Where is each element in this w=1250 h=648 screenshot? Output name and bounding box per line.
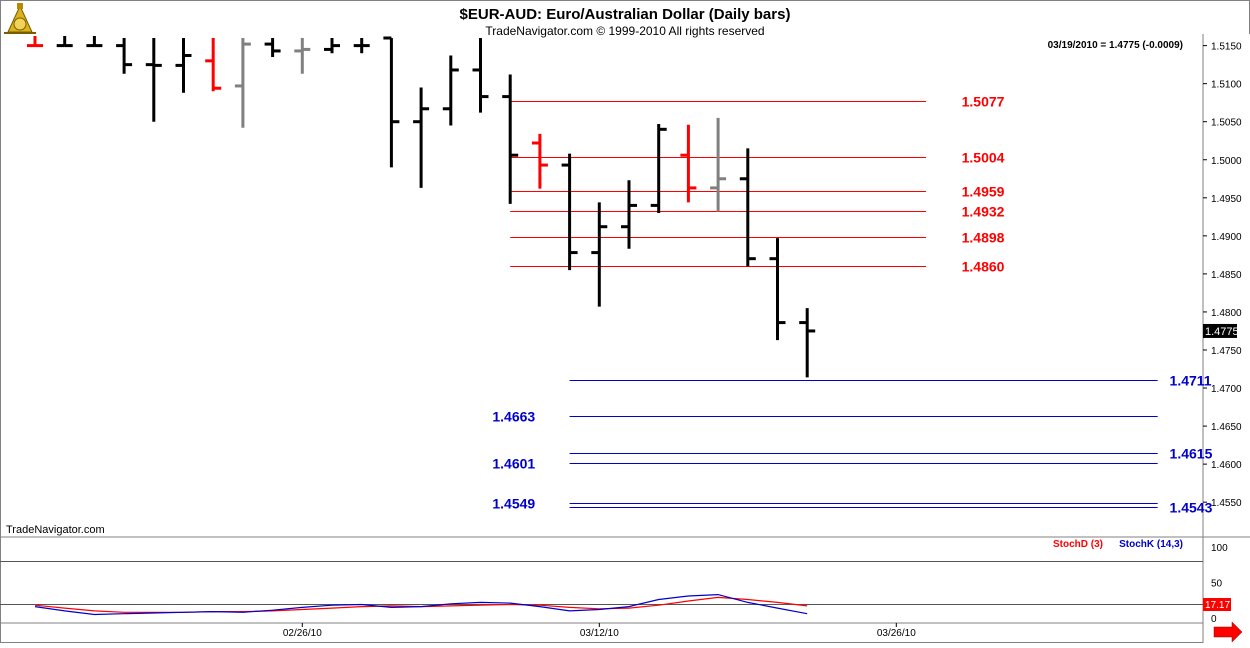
price-tick-label: 1.4800 bbox=[1211, 308, 1242, 319]
sextant-icon bbox=[4, 3, 36, 34]
ohlc-bar bbox=[680, 124, 697, 203]
price-tick-label: 1.4950 bbox=[1211, 194, 1242, 205]
ohlc-bar bbox=[324, 38, 340, 54]
date-tick-label: 02/26/10 bbox=[283, 628, 322, 639]
ohlc-bar bbox=[650, 123, 667, 214]
ohlc-bar bbox=[145, 38, 162, 122]
copyright-text: TradeNavigator.com © 1999-2010 All right… bbox=[485, 24, 764, 38]
price-tick-label: 1.4650 bbox=[1211, 422, 1242, 433]
price-bars bbox=[27, 36, 816, 378]
date-tick-label: 03/26/10 bbox=[877, 628, 916, 639]
ohlc-bar bbox=[116, 38, 133, 74]
ohlc-bar bbox=[561, 153, 578, 271]
level-label: 1.4601 bbox=[492, 456, 535, 472]
level-label: 1.5077 bbox=[962, 94, 1005, 110]
price-tick-label: 1.4550 bbox=[1211, 498, 1242, 509]
level-label: 1.4663 bbox=[492, 409, 535, 425]
level-label: 1.4543 bbox=[1170, 500, 1213, 516]
ohlc-bar bbox=[27, 36, 43, 48]
ohlc-bar bbox=[531, 133, 548, 189]
ohlc-bar bbox=[739, 148, 756, 267]
level-label: 1.4711 bbox=[1170, 373, 1212, 389]
ohlc-bar bbox=[502, 74, 519, 204]
ohlc-bar bbox=[353, 38, 370, 54]
price-tick-label: 1.4700 bbox=[1211, 384, 1242, 395]
stoch-tick-label: 100 bbox=[1211, 543, 1228, 554]
ohlc-bar bbox=[56, 36, 73, 48]
stoch-reference-lines bbox=[0, 561, 1203, 605]
stoch-last-label: 17.17 bbox=[1205, 600, 1230, 611]
quote-readout: 03/19/2010 = 1.4775 (-0.0009) bbox=[1048, 40, 1183, 51]
chart-title: $EUR-AUD: Euro/Australian Dollar (Daily … bbox=[460, 6, 791, 23]
ohlc-bar bbox=[234, 38, 251, 128]
ohlc-bar bbox=[621, 180, 637, 249]
price-tick-label: 1.5000 bbox=[1211, 156, 1242, 167]
price-tick-label: 1.4600 bbox=[1211, 460, 1242, 471]
date-tick-labels: 02/26/10 03/12/10 03/26/10 bbox=[283, 623, 916, 639]
level-label: 1.4860 bbox=[962, 259, 1005, 275]
ohlc-bar bbox=[710, 117, 727, 212]
ohlc-bar bbox=[86, 36, 103, 48]
level-label: 1.4549 bbox=[492, 496, 535, 512]
stoch-tick-label: 0 bbox=[1211, 614, 1217, 625]
legend-stochk: StochK (14,3) bbox=[1119, 539, 1183, 550]
ohlc-bar bbox=[264, 38, 281, 58]
ohlc-bar bbox=[413, 87, 430, 188]
price-tick-label: 1.5100 bbox=[1211, 80, 1242, 91]
ohlc-bar bbox=[769, 238, 786, 341]
ohlc-bar bbox=[799, 308, 816, 378]
level-label: 1.4959 bbox=[962, 184, 1005, 200]
ohlc-bar bbox=[175, 38, 192, 93]
last-price-tag: 1.4775 bbox=[1203, 323, 1239, 338]
stoch-tick-labels: 100 50 0 bbox=[1211, 543, 1228, 625]
price-tick-label: 1.4750 bbox=[1211, 346, 1242, 357]
stoch-tick-label: 50 bbox=[1211, 579, 1223, 590]
level-label: 1.4898 bbox=[962, 230, 1005, 246]
level-lines: 1.5077 1.5004 1.4959 1.4932 1.4898 1.4860 1.47… bbox=[492, 94, 1212, 516]
level-label: 1.5004 bbox=[962, 150, 1005, 166]
legend-stochd: StochD (3) bbox=[1053, 539, 1103, 550]
ohlc-bar bbox=[383, 36, 400, 168]
stoch-last-tag: 17.17 bbox=[1203, 598, 1231, 611]
ohlc-bar bbox=[591, 202, 608, 307]
price-tick-label: 1.5150 bbox=[1211, 42, 1242, 53]
price-tick-labels: 1.5150 1.5100 1.5050 1.5000 1.4950 1.4900 1.48… bbox=[1203, 42, 1242, 509]
date-tick-label: 03/12/10 bbox=[580, 628, 619, 639]
ohlc-bar bbox=[442, 55, 459, 126]
ohlc-bar bbox=[294, 38, 311, 74]
stoch-line bbox=[34, 593, 808, 616]
level-label: 1.4615 bbox=[1170, 446, 1213, 462]
stoch-series bbox=[34, 593, 808, 616]
level-label: 1.4932 bbox=[962, 204, 1005, 220]
scroll-right-arrow-icon[interactable] bbox=[1213, 621, 1243, 643]
ohlc-bar bbox=[205, 38, 222, 92]
price-scale bbox=[1203, 34, 1250, 643]
ohlc-bar bbox=[472, 38, 489, 113]
price-tick-label: 1.4850 bbox=[1211, 270, 1242, 281]
last-price-label: 1.4775 bbox=[1205, 326, 1239, 338]
watermark: TradeNavigator.com bbox=[6, 524, 105, 536]
price-tick-label: 1.5050 bbox=[1211, 118, 1242, 129]
price-tick-label: 1.4900 bbox=[1211, 232, 1242, 243]
